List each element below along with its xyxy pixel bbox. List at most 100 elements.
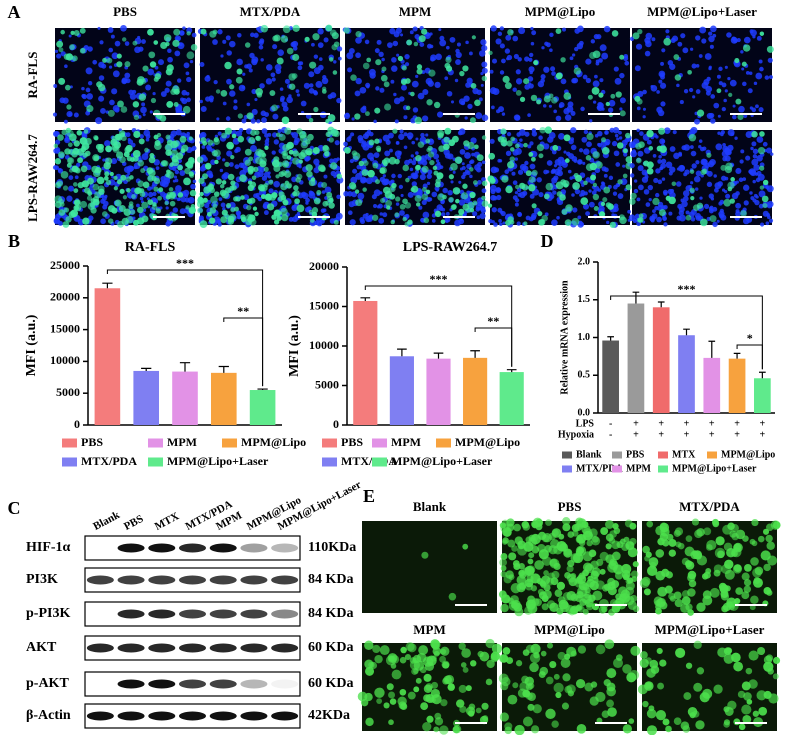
- cell: [543, 570, 549, 576]
- cell: [142, 181, 150, 189]
- cell: [772, 673, 779, 680]
- nucleus: [766, 147, 773, 154]
- legend-label: MPM: [626, 463, 652, 474]
- nucleus: [476, 215, 481, 220]
- nucleus: [531, 128, 537, 133]
- cell: [605, 543, 612, 550]
- cell: [538, 153, 544, 159]
- bar: [426, 358, 451, 425]
- nucleus: [107, 27, 114, 33]
- y-tick-label: 15000: [50, 321, 80, 335]
- micrograph: [487, 126, 633, 229]
- cell: [328, 137, 334, 143]
- nucleus: [186, 97, 191, 103]
- micrograph: [343, 127, 489, 227]
- nucleus: [62, 97, 69, 104]
- cell: [607, 707, 617, 717]
- cell: [361, 169, 369, 177]
- cell: [149, 153, 155, 158]
- cell: [763, 655, 773, 665]
- nucleus: [745, 155, 751, 161]
- nucleus: [637, 150, 644, 157]
- nucleus: [220, 54, 224, 58]
- legend-label: MPM@Lipo+Laser: [672, 463, 757, 474]
- cell: [355, 31, 362, 38]
- cell: [584, 591, 592, 599]
- cell: [414, 116, 422, 125]
- cell: [620, 538, 626, 545]
- nucleus: [743, 200, 749, 206]
- cell: [233, 196, 239, 202]
- nucleus: [752, 198, 757, 203]
- blot-band: [148, 711, 176, 721]
- cell: [97, 185, 105, 193]
- cell: [418, 645, 429, 656]
- cell: [685, 214, 692, 221]
- cell: [741, 61, 747, 67]
- cell: [413, 41, 419, 47]
- nucleus: [491, 207, 497, 213]
- cell: [500, 603, 509, 613]
- cell: [122, 195, 128, 200]
- nucleus: [555, 115, 562, 122]
- cell: [423, 694, 431, 702]
- cell: [271, 214, 277, 220]
- nucleus: [660, 163, 666, 169]
- cell: [580, 197, 589, 205]
- cell: [116, 53, 122, 59]
- nucleus: [652, 154, 657, 158]
- nucleus: [641, 169, 648, 176]
- nucleus: [142, 113, 146, 117]
- nucleus: [53, 217, 61, 225]
- nucleus: [648, 198, 652, 202]
- nucleus: [102, 158, 106, 162]
- cell: [680, 603, 690, 614]
- nucleus: [248, 68, 253, 73]
- nucleus: [439, 35, 445, 41]
- nucleus: [147, 68, 155, 76]
- nucleus: [183, 62, 190, 69]
- cell: [224, 61, 232, 70]
- nucleus: [199, 99, 203, 104]
- nucleus: [190, 183, 196, 190]
- cell: [440, 699, 448, 707]
- nucleus: [172, 207, 179, 213]
- cell: [689, 169, 695, 174]
- nucleus: [382, 174, 386, 178]
- cell: [247, 180, 253, 185]
- nucleus: [714, 187, 719, 193]
- cell: [437, 132, 444, 139]
- cell: [293, 185, 299, 191]
- cell: [309, 61, 317, 69]
- nucleus: [655, 168, 661, 174]
- cell: [663, 37, 672, 46]
- cell: [224, 127, 232, 135]
- nucleus: [323, 174, 328, 179]
- nucleus: [393, 92, 397, 97]
- cell: [77, 182, 84, 189]
- cell: [741, 704, 752, 715]
- nucleus: [308, 71, 315, 78]
- nucleus: [66, 110, 73, 118]
- cell: [132, 149, 141, 158]
- cell: [82, 152, 88, 158]
- cell: [376, 147, 381, 153]
- nucleus: [92, 59, 98, 65]
- nucleus: [580, 189, 586, 195]
- cell: [374, 687, 385, 698]
- cell: [601, 147, 610, 155]
- nucleus: [642, 89, 647, 95]
- cell: [132, 40, 138, 46]
- nucleus: [259, 83, 265, 89]
- nucleus: [145, 133, 151, 139]
- nucleus: [206, 144, 212, 150]
- nucleus: [366, 85, 370, 89]
- cell: [173, 101, 179, 107]
- cell: [742, 44, 751, 52]
- cell: [67, 157, 75, 165]
- cell: [58, 199, 65, 205]
- error-bar: [506, 369, 517, 373]
- cell: [440, 646, 450, 656]
- nucleus: [574, 188, 581, 195]
- cell: [528, 184, 536, 192]
